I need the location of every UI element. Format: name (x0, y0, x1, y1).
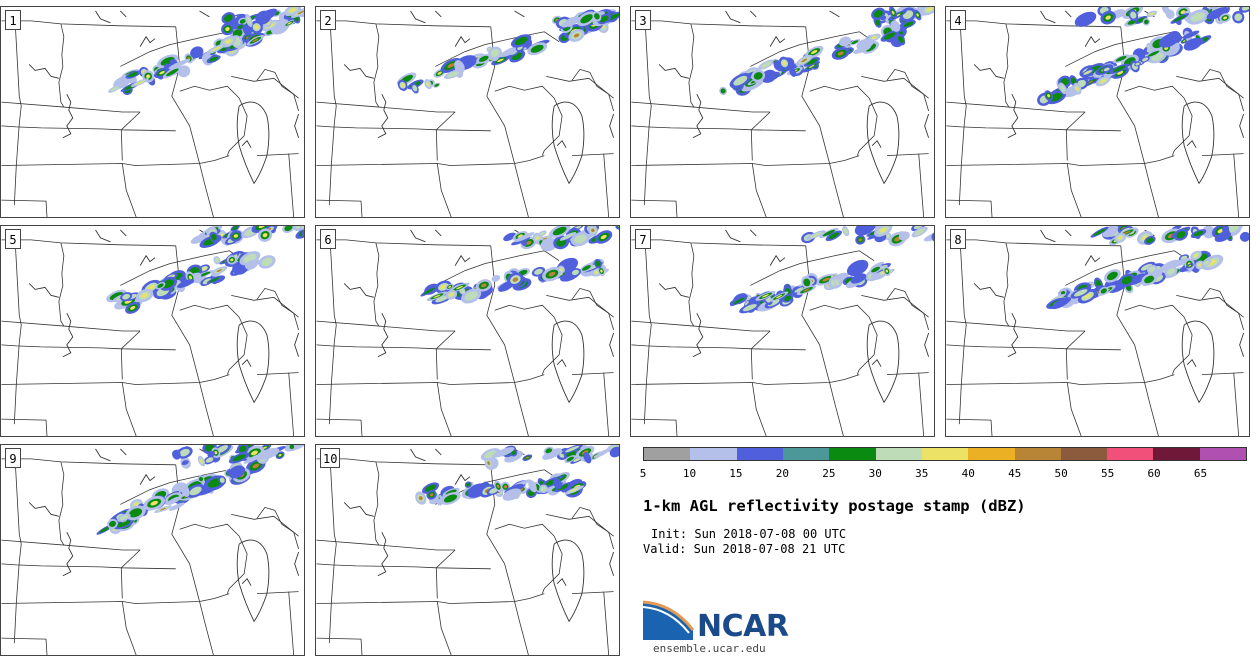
ensemble-member-map-5: 5 (0, 225, 305, 437)
colorbar-segment (1199, 448, 1247, 460)
reflectivity-map (946, 7, 1249, 217)
colorbar-tick-label: 55 (1100, 467, 1115, 480)
ncar-logo-text: NCAR (697, 609, 789, 644)
colorbar-segment (1060, 448, 1108, 460)
reflectivity-colorbar (643, 447, 1247, 461)
figure-title: 1-km AGL reflectivity postage stamp (dBZ… (643, 497, 1026, 515)
ensemble-member-map-9: 9 (0, 444, 305, 656)
colorbar-tick-label: 25 (822, 467, 836, 480)
colorbar-segment (1153, 448, 1200, 460)
colorbar-tick-label: 35 (915, 467, 929, 480)
reflectivity-map (631, 226, 934, 436)
colorbar-tick-label: 65 (1193, 467, 1208, 480)
colorbar-segment (1107, 448, 1154, 460)
member-label: 9 (5, 448, 21, 468)
colorbar-tick-label: 10 (682, 467, 697, 480)
member-label: 8 (950, 229, 966, 249)
ensemble-member-map-3: 3 (630, 6, 935, 218)
colorbar-segment (690, 448, 737, 460)
colorbar-segment (921, 448, 969, 460)
colorbar-segment (1014, 448, 1061, 460)
member-label: 3 (635, 10, 651, 30)
colorbar-tick-label: 40 (961, 467, 975, 480)
member-label: 4 (950, 10, 966, 30)
colorbar-tick-label: 20 (775, 467, 789, 480)
colorbar-tick-labels: 5 10 15 20 25 30 35 40 45 50 55 60 65 (639, 467, 1247, 481)
logo-url: ensemble.ucar.edu (653, 642, 766, 655)
colorbar-segment (968, 448, 1015, 460)
colorbar-tick-label: 5 (639, 467, 647, 480)
ncar-logo-icon (643, 600, 695, 640)
ensemble-member-map-6: 6 (315, 225, 620, 437)
reflectivity-map (316, 445, 619, 655)
colorbar-segment (736, 448, 783, 460)
reflectivity-map (316, 226, 619, 436)
colorbar-segment (644, 448, 691, 460)
colorbar-tick-label: 60 (1147, 467, 1161, 480)
ensemble-member-map-8: 8 (945, 225, 1250, 437)
member-label: 5 (5, 229, 21, 249)
reflectivity-map (1, 226, 304, 436)
member-label: 7 (635, 229, 651, 249)
reflectivity-map (946, 226, 1249, 436)
colorbar-segment (875, 448, 922, 460)
ensemble-member-map-7: 7 (630, 225, 935, 437)
colorbar-tick-label: 45 (1008, 467, 1022, 480)
init-time: Init: Sun 2018-07-08 00 UTC (651, 527, 847, 541)
colorbar-tick-label: 15 (729, 467, 743, 480)
colorbar-segment (829, 448, 876, 460)
ensemble-member-map-2: 2 (315, 6, 620, 218)
reflectivity-map (1, 445, 304, 655)
ensemble-member-map-10: 10 (315, 444, 620, 656)
member-label: 6 (320, 229, 336, 249)
member-label: 2 (320, 10, 336, 30)
colorbar-tick-label: 50 (1054, 467, 1068, 480)
reflectivity-map (631, 7, 934, 217)
member-label: 1 (5, 10, 21, 30)
reflectivity-map (316, 9, 619, 217)
ensemble-member-map-1: 1 (0, 6, 305, 218)
valid-time: Valid: Sun 2018-07-08 21 UTC (643, 542, 846, 556)
reflectivity-map (1, 7, 304, 217)
ensemble-member-map-4: 4 (945, 6, 1250, 218)
colorbar-segment (782, 448, 830, 460)
colorbar-tick-label: 30 (868, 467, 882, 480)
member-label: 10 (320, 448, 341, 468)
